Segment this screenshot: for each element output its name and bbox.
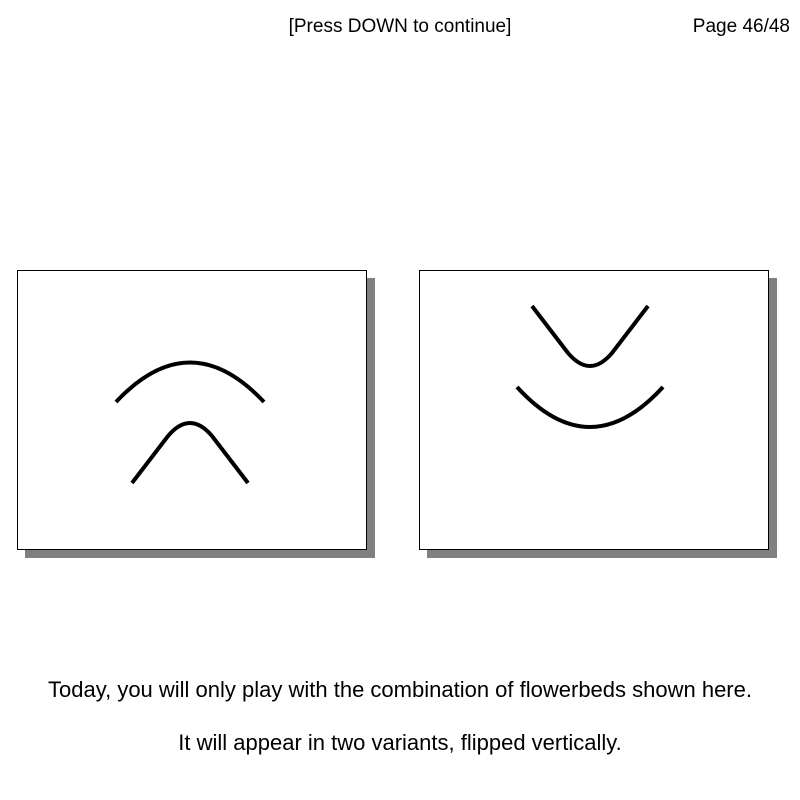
panel-variant-upright bbox=[17, 270, 367, 550]
flowerbed-figure-upright bbox=[114, 360, 266, 485]
flowerbed-chevron-bottom bbox=[130, 421, 250, 485]
continue-instruction: [Press DOWN to continue] bbox=[288, 16, 512, 37]
panel-variant-flipped bbox=[419, 270, 769, 550]
caption-combination: Today, you will only play with the combi… bbox=[48, 677, 752, 702]
flowerbed-figure-flipped bbox=[515, 304, 665, 429]
page-counter: Page 46/48 bbox=[692, 16, 790, 37]
caption-variants: It will appear in two variants, flipped … bbox=[178, 730, 622, 755]
flowerbed-arc-bottom bbox=[515, 385, 665, 429]
flowerbed-chevron-top bbox=[530, 304, 650, 368]
flowerbed-arc-top bbox=[114, 360, 266, 404]
